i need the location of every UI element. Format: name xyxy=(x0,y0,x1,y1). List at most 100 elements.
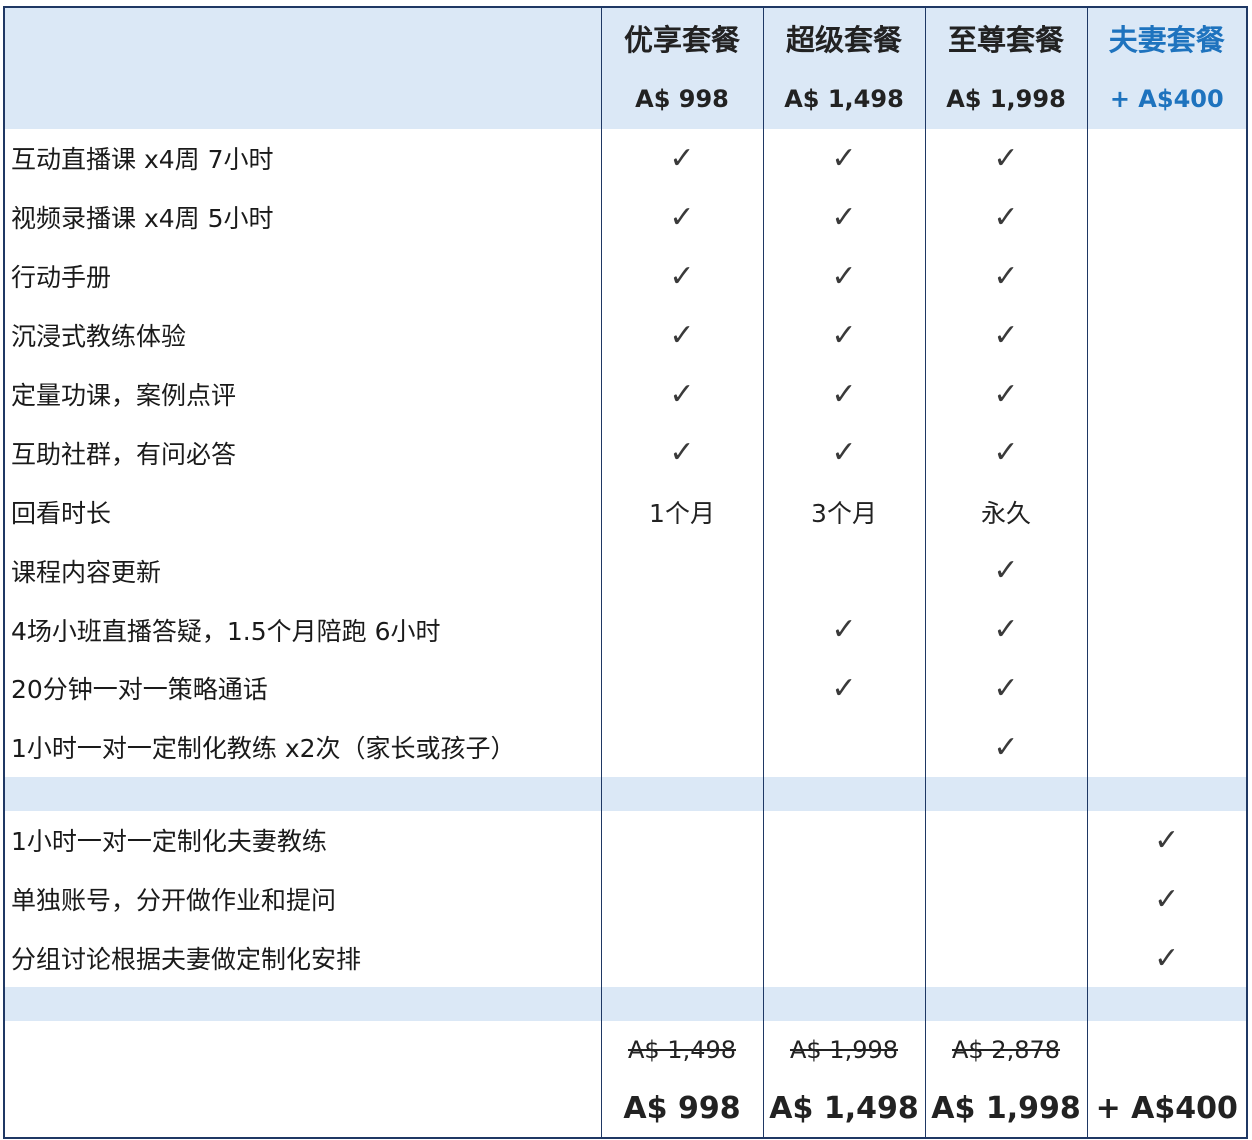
plan-cell: ✓ xyxy=(600,246,763,306)
divider-cell xyxy=(1086,776,1247,811)
plan-cell: ✓ xyxy=(600,423,763,483)
plan-cell-empty xyxy=(1086,246,1247,306)
plan-cell: ✓ xyxy=(600,129,763,188)
feature-row: 回看时长 1个月 3个月 永久 xyxy=(4,482,1247,542)
checkmark-icon: ✓ xyxy=(831,435,857,471)
feature-row: 定量功课，案例点评 ✓ ✓ ✓ xyxy=(4,364,1247,424)
plan-cell-empty xyxy=(924,869,1087,929)
plan-cell: ✓ xyxy=(762,659,925,718)
plan-cell-value: 永久 xyxy=(924,482,1087,542)
divider-cell xyxy=(4,776,601,811)
plan-price: A$ 1,498 xyxy=(762,68,925,129)
checkmark-icon: ✓ xyxy=(831,258,857,294)
checkmark-icon: ✓ xyxy=(669,435,695,471)
feature-label: 行动手册 xyxy=(11,263,112,293)
plan-cell: ✓ xyxy=(762,129,925,188)
feature-label: 互助社群，有问必答 xyxy=(11,439,237,469)
checkmark-icon: ✓ xyxy=(993,670,1019,706)
plan-cell-empty xyxy=(924,928,1087,988)
plan-price: + A$400 xyxy=(1086,68,1247,129)
plan-cell: ✓ xyxy=(762,600,925,660)
original-price-cell xyxy=(1086,1021,1247,1080)
plan-cell-empty xyxy=(600,717,763,777)
original-price: A$ 1,998 xyxy=(789,1036,899,1065)
plan-cell-empty xyxy=(1086,129,1247,188)
plan-cell: ✓ xyxy=(600,305,763,365)
checkmark-icon: ✓ xyxy=(831,199,857,235)
plan-cell: ✓ xyxy=(924,717,1087,777)
checkmark-icon: ✓ xyxy=(669,140,695,176)
header-plan-names: 优享套餐 超级套餐 至尊套餐 夫妻套餐 xyxy=(4,7,1247,68)
feature-row: 1小时一对一定制化夫妻教练 ✓ xyxy=(4,810,1247,870)
plan-cell: ✓ xyxy=(924,600,1087,660)
discounted-price: + A$400 xyxy=(1086,1079,1247,1139)
plan-cell-empty xyxy=(600,869,763,929)
plan-cell-value: 1个月 xyxy=(600,482,763,542)
feature-label: 回看时长 xyxy=(11,498,112,528)
plan-cell-empty xyxy=(600,600,763,660)
plan-cell: ✓ xyxy=(924,129,1087,188)
plan-cell-empty xyxy=(1086,659,1247,718)
feature-row: 4场小班直播答疑，1.5个月陪跑 6小时 ✓ ✓ xyxy=(4,600,1247,660)
feature-label: 单独账号，分开做作业和提问 xyxy=(11,886,337,916)
checkmark-icon: ✓ xyxy=(993,140,1019,176)
plan-cell: ✓ xyxy=(1086,928,1247,988)
original-price-row: A$ 1,498 A$ 1,998 A$ 2,878 xyxy=(4,1021,1247,1080)
feature-row: 视频录播课 x4周 5小时 ✓ ✓ ✓ xyxy=(4,187,1247,247)
plan-name: 超级套餐 xyxy=(762,7,925,68)
plan-cell-empty xyxy=(600,541,763,601)
checkmark-icon: ✓ xyxy=(831,317,857,353)
plan-cell: ✓ xyxy=(924,364,1087,424)
feature-row: 互动直播课 x4周 7小时 ✓ ✓ ✓ xyxy=(4,129,1247,188)
checkmark-icon: ✓ xyxy=(1154,881,1180,917)
section-divider xyxy=(4,987,1247,1022)
feature-label: 1小时一对一定制化夫妻教练 xyxy=(11,827,327,857)
plan-cell: ✓ xyxy=(600,364,763,424)
header-corner xyxy=(4,7,601,68)
feature-row: 分组讨论根据夫妻做定制化安排 ✓ xyxy=(4,928,1247,988)
price-label-empty xyxy=(4,1021,601,1079)
checkmark-icon: ✓ xyxy=(993,612,1019,648)
plan-cell: ✓ xyxy=(1086,810,1247,870)
plan-cell: ✓ xyxy=(924,187,1087,247)
feature-row: 沉浸式教练体验 ✓ ✓ ✓ xyxy=(4,305,1247,365)
plan-cell: ✓ xyxy=(600,187,763,247)
plan-cell-empty xyxy=(762,541,925,601)
divider-cell xyxy=(1086,987,1247,1022)
plan-cell-empty xyxy=(1086,364,1247,424)
feature-label: 4场小班直播答疑，1.5个月陪跑 6小时 xyxy=(11,616,441,646)
plan-cell-empty xyxy=(924,810,1087,870)
checkmark-icon: ✓ xyxy=(1154,822,1180,858)
feature-label: 定量功课，案例点评 xyxy=(11,381,237,410)
feature-label: 1小时一对一定制化教练 x2次（家长或孩子） xyxy=(11,734,516,764)
plan-cell: ✓ xyxy=(924,246,1087,306)
plan-cell: ✓ xyxy=(762,246,925,306)
feature-label: 20分钟一对一策略通话 xyxy=(11,675,268,705)
checkmark-icon: ✓ xyxy=(669,199,695,235)
plan-cell: ✓ xyxy=(762,187,925,247)
pricing-comparison-table: 优享套餐 超级套餐 至尊套餐 夫妻套餐 A$ 998 A$ 1,498 A$ 1,998 + … xyxy=(3,6,1248,1140)
plan-cell-empty xyxy=(600,659,763,718)
plan-cell-empty xyxy=(600,810,763,870)
plan-cell: ✓ xyxy=(924,541,1087,601)
feature-row: 1小时一对一定制化教练 x2次（家长或孩子） ✓ xyxy=(4,717,1247,777)
plan-cell-empty xyxy=(600,928,763,988)
plan-cell-empty xyxy=(1086,305,1247,365)
plan-name: 优享套餐 xyxy=(600,7,763,68)
plan-cell: ✓ xyxy=(1086,869,1247,929)
plan-price: A$ 1,998 xyxy=(924,68,1087,129)
checkmark-icon: ✓ xyxy=(993,376,1019,412)
feature-row: 互助社群，有问必答 ✓ ✓ ✓ xyxy=(4,423,1247,483)
original-price: A$ 2,878 xyxy=(951,1036,1061,1065)
header-plan-prices: A$ 998 A$ 1,498 A$ 1,998 + A$400 xyxy=(4,68,1247,129)
plan-cell-empty xyxy=(762,717,925,777)
feature-row: 20分钟一对一策略通话 ✓ ✓ xyxy=(4,659,1247,718)
plan-name: 至尊套餐 xyxy=(924,7,1087,68)
section-divider xyxy=(4,776,1247,811)
checkmark-icon: ✓ xyxy=(831,376,857,412)
plan-cell: ✓ xyxy=(762,364,925,424)
plan-cell-empty xyxy=(1086,482,1247,542)
checkmark-icon: ✓ xyxy=(993,258,1019,294)
plan-cell-empty xyxy=(1086,541,1247,601)
checkmark-icon: ✓ xyxy=(1154,940,1180,976)
